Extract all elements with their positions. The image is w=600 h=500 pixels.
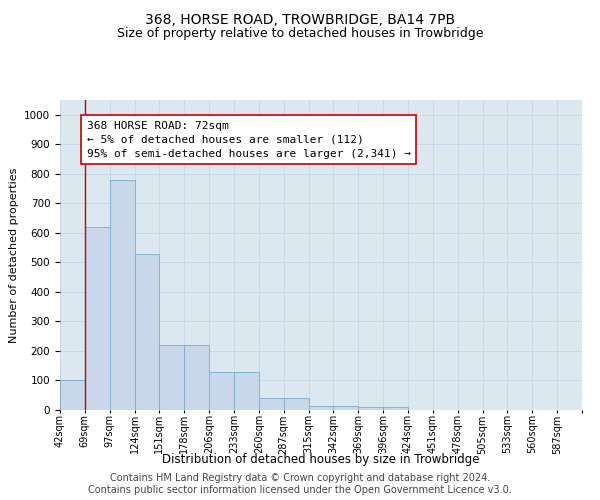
Text: 368, HORSE ROAD, TROWBRIDGE, BA14 7PB: 368, HORSE ROAD, TROWBRIDGE, BA14 7PB (145, 12, 455, 26)
Text: Distribution of detached houses by size in Trowbridge: Distribution of detached houses by size … (162, 452, 480, 466)
Bar (234, 372, 259, 410)
Text: Contains HM Land Registry data © Crown copyright and database right 2024.
Contai: Contains HM Land Registry data © Crown c… (88, 474, 512, 495)
Bar (358, 407, 383, 410)
Bar (60, 380, 85, 410)
Bar (383, 407, 408, 410)
Text: 368 HORSE ROAD: 72sqm
← 5% of detached houses are smaller (112)
95% of semi-deta: 368 HORSE ROAD: 72sqm ← 5% of detached h… (87, 120, 411, 158)
Bar (334, 406, 358, 410)
Bar (209, 372, 234, 410)
Bar (184, 345, 209, 410)
Bar (134, 254, 160, 410)
Bar (259, 398, 284, 410)
Bar (284, 398, 308, 410)
Bar (308, 406, 334, 410)
Text: Size of property relative to detached houses in Trowbridge: Size of property relative to detached ho… (117, 28, 483, 40)
Bar (85, 227, 110, 410)
Y-axis label: Number of detached properties: Number of detached properties (8, 168, 19, 342)
Bar (160, 345, 184, 410)
Bar (110, 180, 134, 410)
